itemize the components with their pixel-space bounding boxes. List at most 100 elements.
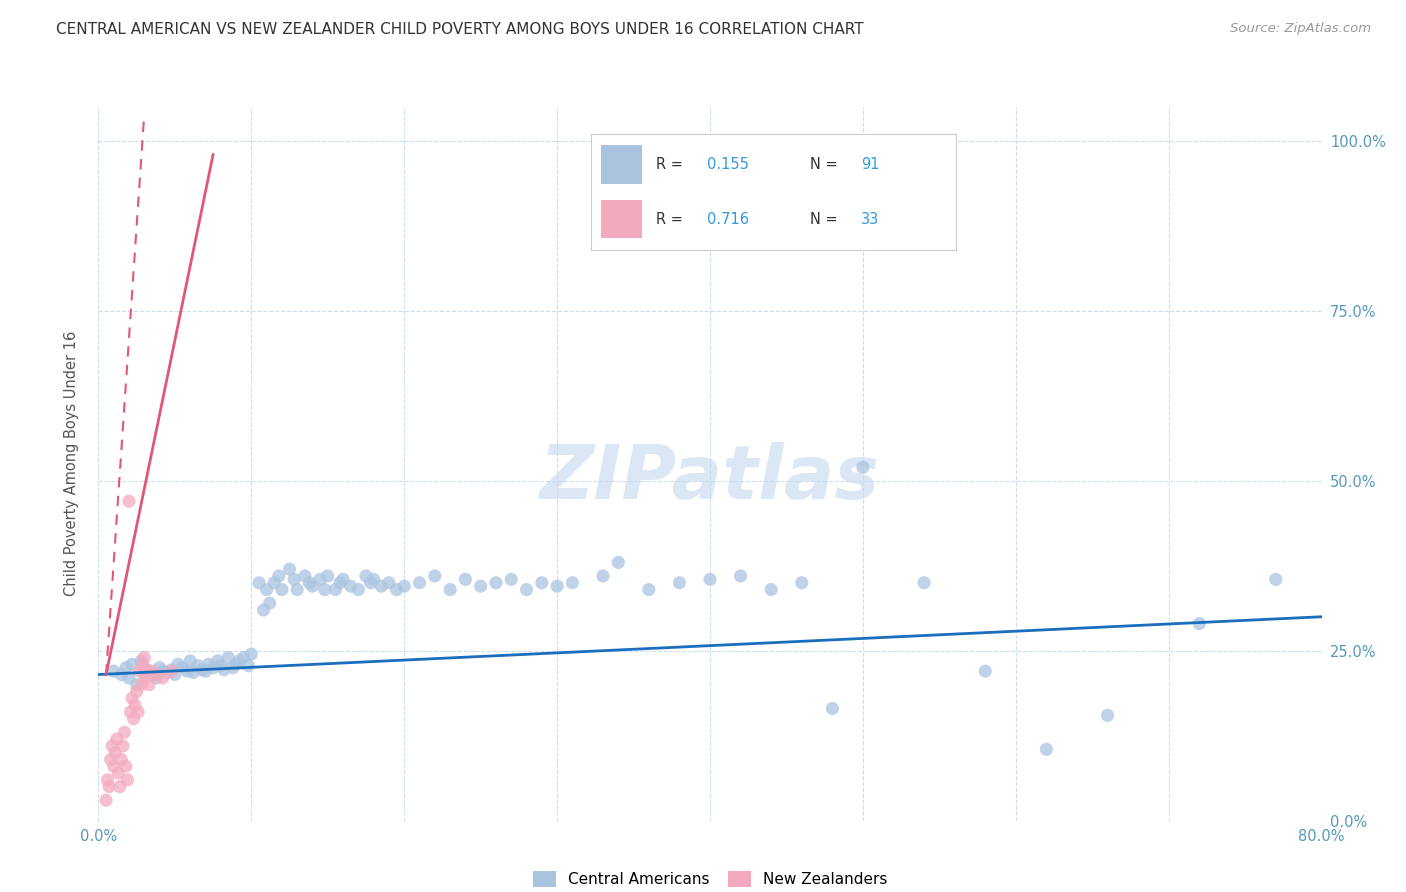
Point xyxy=(176,664,198,678)
Point xyxy=(316,569,339,583)
Point xyxy=(247,575,270,590)
Point xyxy=(160,663,183,677)
Point xyxy=(117,772,139,787)
Text: R =: R = xyxy=(657,157,688,172)
Point xyxy=(124,698,146,712)
Point xyxy=(103,759,125,773)
Point xyxy=(363,573,385,587)
Point xyxy=(974,664,997,678)
Y-axis label: Child Poverty Among Boys Under 16: Child Poverty Among Boys Under 16 xyxy=(65,331,79,597)
Point xyxy=(821,701,844,715)
Point xyxy=(668,575,690,590)
Point xyxy=(1188,616,1211,631)
Point xyxy=(202,661,225,675)
Point xyxy=(156,665,179,680)
Text: 0.716: 0.716 xyxy=(707,211,749,227)
Point xyxy=(759,582,782,597)
Point xyxy=(217,650,239,665)
Point xyxy=(298,575,321,590)
Point xyxy=(530,575,553,590)
Point xyxy=(141,664,163,678)
Point xyxy=(252,603,274,617)
Point xyxy=(145,671,167,685)
Point xyxy=(314,582,336,597)
Point xyxy=(129,654,152,668)
Point xyxy=(730,569,752,583)
Point xyxy=(912,575,935,590)
Point xyxy=(301,579,323,593)
Point xyxy=(125,678,148,692)
Point xyxy=(225,657,247,672)
Point xyxy=(145,667,167,681)
Point xyxy=(110,752,132,766)
Point xyxy=(194,664,217,678)
Point xyxy=(129,678,152,692)
Point xyxy=(423,569,446,583)
Point xyxy=(197,657,219,672)
Point xyxy=(125,684,148,698)
Point xyxy=(103,664,125,678)
Point xyxy=(408,575,430,590)
Legend: Central Americans, New Zealanders: Central Americans, New Zealanders xyxy=(526,863,894,892)
Point xyxy=(259,596,281,610)
Point xyxy=(370,579,392,593)
Point xyxy=(852,460,875,475)
Point xyxy=(209,658,232,673)
Point xyxy=(561,575,583,590)
Point xyxy=(110,667,132,681)
Point xyxy=(278,562,301,576)
Point xyxy=(332,573,354,587)
Point xyxy=(152,671,174,685)
Point xyxy=(118,671,141,685)
Point xyxy=(132,657,155,672)
Text: N =: N = xyxy=(810,211,842,227)
Point xyxy=(121,691,143,706)
Point xyxy=(454,573,477,587)
Point xyxy=(115,661,138,675)
Point xyxy=(240,647,263,661)
Point xyxy=(115,759,138,773)
Point xyxy=(134,650,156,665)
Point xyxy=(228,654,250,668)
Point xyxy=(105,732,128,747)
Point xyxy=(470,579,492,593)
Point xyxy=(212,663,235,677)
Point xyxy=(283,573,305,587)
Point xyxy=(263,575,285,590)
Point xyxy=(546,579,568,593)
Point xyxy=(191,663,214,677)
Point xyxy=(112,725,135,739)
Point xyxy=(207,654,229,668)
Point xyxy=(172,661,194,675)
Point xyxy=(104,746,127,760)
Text: R =: R = xyxy=(657,211,688,227)
Point xyxy=(501,573,523,587)
Point xyxy=(181,665,204,680)
Point xyxy=(439,582,461,597)
Point xyxy=(339,579,361,593)
Point xyxy=(485,575,508,590)
Point xyxy=(285,582,308,597)
Text: Source: ZipAtlas.com: Source: ZipAtlas.com xyxy=(1230,22,1371,36)
Text: 0.155: 0.155 xyxy=(707,157,749,172)
Text: 91: 91 xyxy=(860,157,880,172)
Point xyxy=(354,569,377,583)
Point xyxy=(138,678,160,692)
Point xyxy=(97,772,120,787)
Point xyxy=(107,766,129,780)
Point xyxy=(94,793,117,807)
Point xyxy=(309,573,332,587)
Point xyxy=(141,667,163,681)
Point xyxy=(347,582,370,597)
Point xyxy=(136,663,159,677)
Text: ZIPatlas: ZIPatlas xyxy=(540,442,880,515)
Point xyxy=(294,569,316,583)
Point xyxy=(118,494,141,508)
Point xyxy=(179,654,201,668)
Point xyxy=(98,780,121,794)
Point xyxy=(267,569,290,583)
Point xyxy=(790,575,813,590)
Point xyxy=(516,582,538,597)
FancyBboxPatch shape xyxy=(602,200,641,238)
Text: N =: N = xyxy=(810,157,842,172)
